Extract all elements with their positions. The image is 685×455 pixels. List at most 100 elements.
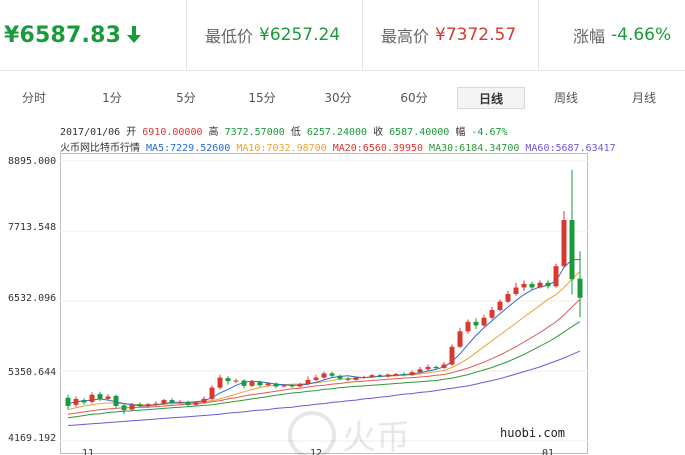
x-axis-label: 11 [82, 448, 94, 455]
candle-body [417, 369, 423, 373]
candle [161, 398, 167, 405]
candle-body [209, 387, 215, 399]
candle [121, 403, 127, 415]
ma20-line [67, 298, 581, 415]
current-price-cell: ¥6587.83 [0, 0, 186, 70]
candle [505, 291, 511, 303]
candle [289, 384, 295, 388]
candle-body [337, 375, 343, 379]
candle [193, 401, 199, 406]
ma20-value: MA20:6560.39950 [332, 143, 424, 154]
y-axis-label: 6532.096 [8, 293, 57, 304]
ma30-line [67, 321, 581, 419]
candle [353, 376, 359, 381]
candle-body [97, 394, 103, 399]
candle-body [553, 266, 559, 287]
candle-body [65, 397, 71, 406]
ohlc-close-label: 收 [373, 127, 384, 138]
candle [393, 372, 399, 376]
candle [569, 169, 575, 295]
candle-body [137, 404, 143, 406]
candle [345, 376, 351, 382]
ohlc-date: 2017/01/06 [60, 127, 121, 138]
candle-body [121, 405, 127, 411]
candle [513, 282, 519, 296]
candle-body [441, 364, 447, 369]
source-label: 火币网比特币行情 [60, 143, 140, 154]
candle [153, 401, 159, 406]
candle [489, 307, 495, 320]
tab-1min[interactable]: 1分 [102, 91, 122, 105]
ohlc-change: -4.67% [471, 127, 508, 138]
tab-30min[interactable]: 30分 [324, 91, 352, 105]
candle [369, 374, 375, 379]
candle-body [569, 219, 575, 280]
candle-body [545, 282, 551, 287]
candle-body [361, 376, 367, 378]
watermark-text: huobi.com [500, 426, 565, 440]
candle [145, 403, 151, 408]
watermark-logo-text: 火币 [342, 418, 410, 455]
candle [561, 211, 567, 268]
candle-body [505, 294, 511, 302]
ohlc-change-label: 幅 [455, 127, 466, 138]
tab-monthly[interactable]: 月线 [631, 91, 656, 105]
candle [81, 398, 87, 405]
tab-5min[interactable]: 5分 [176, 91, 196, 105]
candle [337, 374, 343, 381]
candle [97, 391, 103, 402]
candle [449, 344, 455, 366]
candle [401, 372, 407, 377]
candle [65, 394, 71, 410]
candle-body [129, 404, 135, 410]
candlestick-chart[interactable]: 火币 huobi.com 11 12 01 [60, 153, 588, 455]
ohlc-info: 2017/01/06 开 6910.00000 高 7372.57000 低 6… [60, 123, 508, 138]
candle [361, 375, 367, 379]
candle-body [201, 398, 207, 403]
candle [225, 376, 231, 385]
down-arrow-icon [127, 26, 142, 43]
candle-body [497, 301, 503, 311]
candle [329, 371, 335, 378]
x-axis-label: 12 [310, 448, 322, 455]
candle-body [145, 404, 151, 406]
candle [297, 382, 303, 388]
candle-body [225, 378, 231, 382]
candle [553, 263, 559, 288]
y-axis-label: 8895.000 [8, 156, 57, 167]
candle-body [369, 375, 375, 377]
candle-body [465, 321, 471, 332]
candle [201, 396, 207, 404]
ohlc-high-label: 高 [208, 127, 219, 138]
tab-daily[interactable]: 日线 [457, 87, 525, 109]
candle [521, 280, 527, 292]
candle [377, 374, 383, 378]
ohlc-low-label: 低 [290, 127, 301, 138]
candle [497, 299, 503, 312]
candle-body [377, 375, 383, 377]
tab-weekly[interactable]: 周线 [553, 91, 578, 105]
candle-body [193, 402, 199, 405]
candle [185, 400, 191, 407]
candle [409, 370, 415, 376]
candle-body [561, 219, 567, 267]
ma5-line [67, 259, 580, 407]
candle-body [321, 373, 327, 378]
candle [545, 280, 551, 289]
candle-body [73, 398, 79, 405]
candle [529, 281, 535, 290]
tab-realtime[interactable]: 分时 [21, 91, 46, 105]
tab-15min[interactable]: 15分 [248, 91, 276, 105]
grid-lines [60, 160, 588, 442]
tab-60min[interactable]: 60分 [400, 91, 428, 105]
ma60-value: MA60:5687.63417 [525, 143, 616, 154]
candle-body [161, 400, 167, 404]
ohlc-open: 6910.00000 [142, 127, 203, 138]
candle [537, 280, 543, 289]
candle-body [153, 403, 159, 405]
change-label: 涨幅 [573, 27, 606, 46]
ohlc-high: 7372.57000 [224, 127, 285, 138]
candle [433, 365, 439, 370]
candle-body [313, 377, 319, 380]
current-price: ¥6587.83 [4, 22, 122, 48]
